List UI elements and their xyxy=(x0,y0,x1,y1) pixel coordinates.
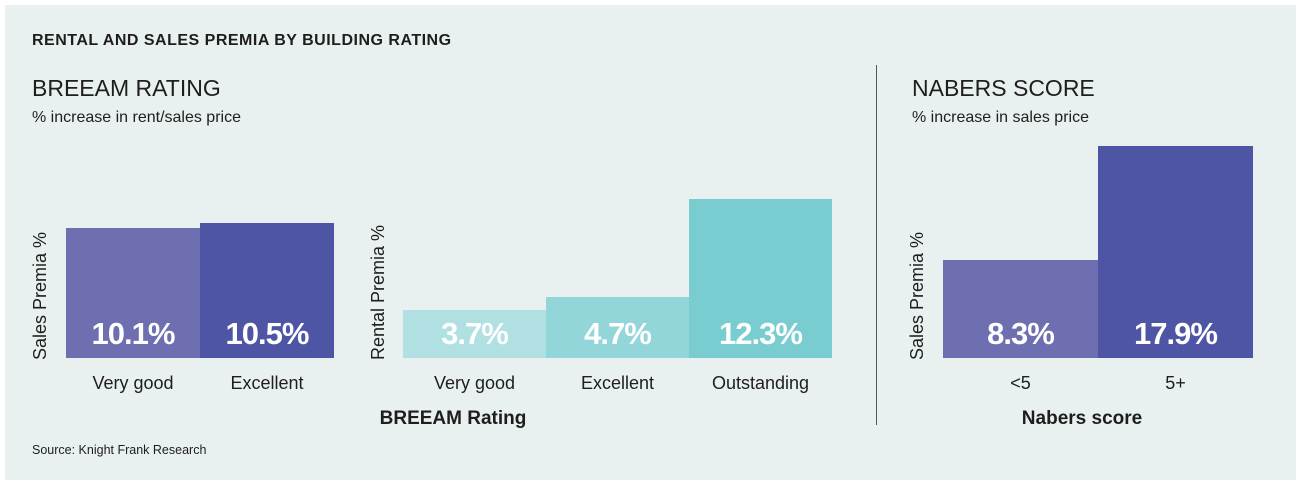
bar-2-1: 17.9% xyxy=(1098,146,1253,358)
bar-value-label: 4.7% xyxy=(584,315,652,351)
chart-title: RENTAL AND SALES PREMIA BY BUILDING RATI… xyxy=(32,32,452,49)
category-label: Very good xyxy=(433,373,516,393)
bar-0-0: 10.1% xyxy=(66,227,200,358)
source-note: Source: Knight Frank Research xyxy=(32,443,207,457)
x-axis-title-breeam: BREEAM Rating xyxy=(379,408,527,429)
nabers-subtitle: % increase in sales price xyxy=(912,109,1089,126)
bar-value-label: 17.9% xyxy=(1134,315,1218,351)
bar-1-1: 4.7% xyxy=(546,297,689,358)
breeam-subtitle: % increase in rent/sales price xyxy=(32,109,241,126)
bar-value-label: 8.3% xyxy=(987,315,1055,351)
category-label: 5+ xyxy=(1165,373,1186,393)
breeam-heading: BREEAM RATING xyxy=(32,75,221,101)
category-label: Excellent xyxy=(580,373,655,393)
section-divider xyxy=(876,65,877,425)
bar-2-0: 8.3% xyxy=(943,259,1098,358)
category-label: Outstanding xyxy=(711,373,810,393)
bar-value-label: 12.3% xyxy=(719,315,803,351)
bar-1-2: 12.3% xyxy=(689,199,832,358)
y-axis-label-rental: Rental Premia % xyxy=(368,224,388,360)
bar-1-0: 3.7% xyxy=(403,310,546,358)
category-label: <5 xyxy=(1010,373,1031,393)
category-label: Very good xyxy=(92,373,174,393)
y-axis-label-sales-nabers: Sales Premia % xyxy=(907,231,927,360)
bar-0-1: 10.5% xyxy=(200,222,334,358)
y-axis-label-sales-breeam: Sales Premia % xyxy=(30,231,50,360)
nabers-heading: NABERS SCORE xyxy=(912,75,1095,101)
x-axis-title-nabers: Nabers score xyxy=(1021,408,1143,429)
bar-value-label: 3.7% xyxy=(441,315,509,351)
bar-value-label: 10.1% xyxy=(91,315,176,351)
category-label: Excellent xyxy=(230,373,304,393)
bar-value-label: 10.5% xyxy=(225,315,310,351)
